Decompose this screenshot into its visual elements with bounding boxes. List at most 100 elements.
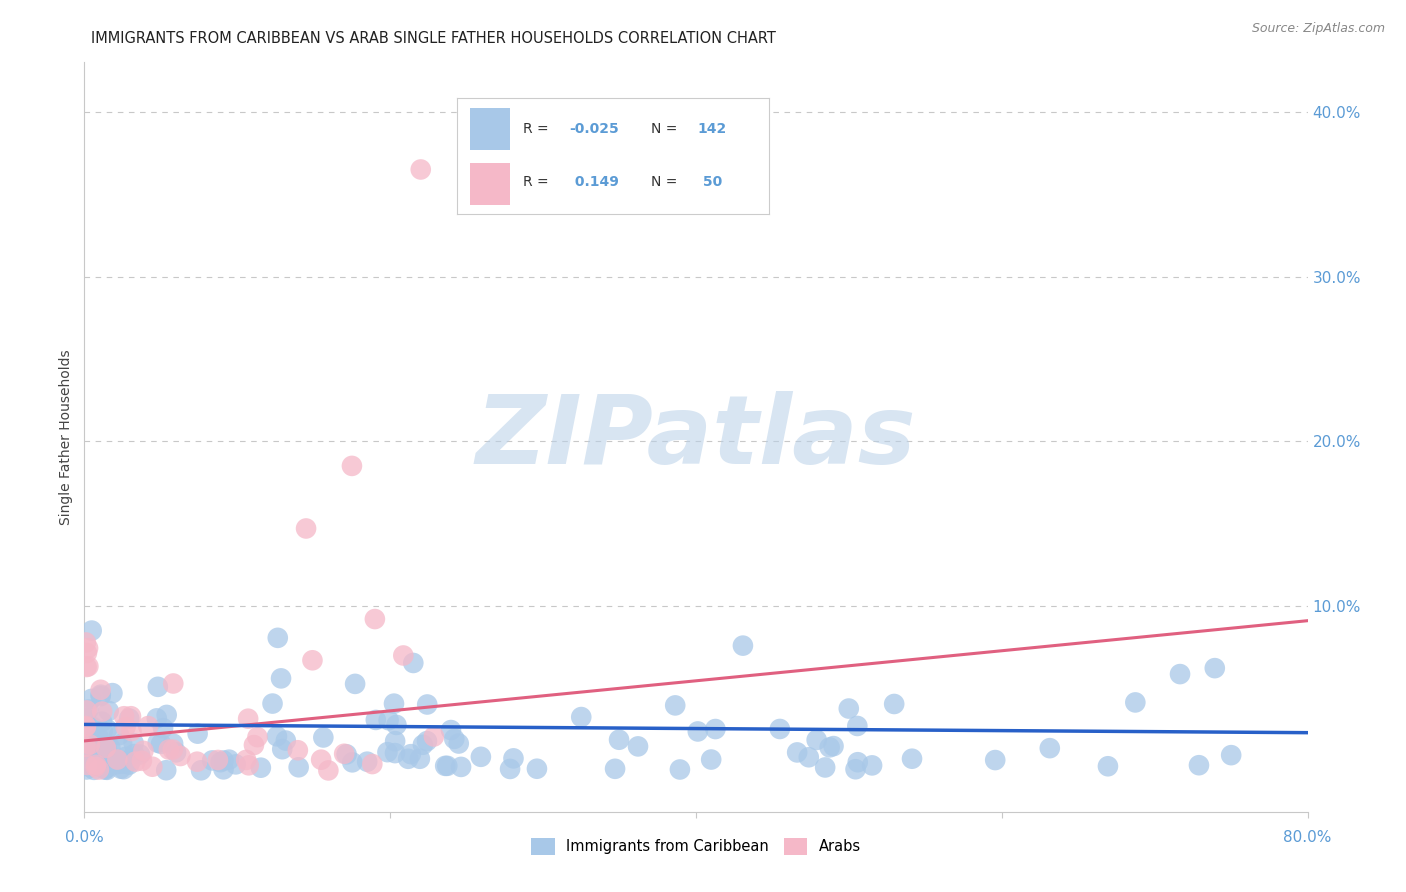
Point (846, 756, 869, 770)
Point (82, 720, 104, 734)
Point (190, 764, 212, 778)
Point (447, 737, 470, 751)
Point (104, 754, 127, 768)
Point (165, 745, 187, 759)
Point (212, 754, 235, 768)
Point (157, 742, 180, 756)
Point (79, 738, 101, 752)
Point (1168, 667, 1191, 681)
Point (384, 734, 406, 748)
Point (93, 760, 115, 774)
Point (132, 744, 155, 758)
Point (384, 746, 406, 760)
Point (77, 702, 100, 716)
Point (87, 731, 110, 745)
Point (101, 686, 124, 700)
Text: Source: ZipAtlas.com: Source: ZipAtlas.com (1251, 22, 1385, 36)
Point (806, 733, 828, 747)
Point (295, 521, 318, 535)
Point (75, 711, 97, 725)
Point (98, 740, 121, 755)
Point (312, 731, 335, 745)
Point (844, 762, 866, 776)
Text: IMMIGRANTS FROM CARIBBEAN VS ARAB SINGLE FATHER HOUSEHOLDS CORRELATION CHART: IMMIGRANTS FROM CARIBBEAN VS ARAB SINGLE… (91, 31, 776, 46)
Point (846, 719, 869, 733)
Point (704, 722, 727, 736)
Point (76, 703, 98, 717)
Point (443, 731, 465, 746)
Point (786, 746, 808, 760)
Point (79, 760, 101, 774)
Point (83, 737, 105, 751)
Point (84, 760, 107, 774)
Point (75, 635, 97, 649)
Point (96, 763, 118, 777)
Point (76, 763, 98, 777)
Point (90, 689, 112, 703)
Point (94, 763, 117, 777)
Point (76, 732, 98, 747)
Point (207, 753, 229, 767)
Point (309, 753, 332, 767)
Point (105, 757, 128, 772)
Point (1123, 695, 1146, 709)
Point (75, 749, 97, 764)
Point (814, 760, 837, 774)
Point (664, 698, 686, 713)
Point (118, 711, 141, 725)
Point (187, 726, 209, 740)
Point (267, 631, 290, 645)
Point (131, 754, 153, 768)
Point (377, 713, 399, 727)
Point (416, 734, 439, 748)
Point (91, 756, 114, 770)
Point (150, 737, 173, 751)
Point (107, 754, 129, 768)
Point (169, 749, 191, 764)
Point (90, 756, 112, 770)
Point (686, 724, 709, 739)
Point (111, 737, 134, 751)
Point (186, 755, 208, 769)
Text: 80.0%: 80.0% (1284, 830, 1331, 846)
Point (731, 639, 754, 653)
Point (90, 688, 112, 702)
Point (91, 705, 114, 719)
Point (124, 755, 146, 769)
Point (502, 751, 524, 765)
Point (91, 749, 114, 764)
Point (344, 677, 367, 691)
Point (860, 758, 883, 772)
Point (823, 739, 845, 753)
Point (901, 752, 924, 766)
Point (440, 723, 463, 737)
Text: 0.0%: 0.0% (65, 830, 104, 846)
Point (340, 458, 363, 473)
Point (607, 732, 630, 747)
Point (141, 760, 163, 774)
Point (77, 659, 100, 673)
Point (396, 752, 419, 766)
Point (162, 737, 184, 751)
Point (382, 697, 405, 711)
Point (146, 680, 169, 694)
Point (499, 762, 522, 776)
Point (287, 760, 309, 774)
Point (83, 763, 105, 777)
Point (271, 742, 294, 756)
Point (225, 757, 247, 772)
Point (700, 752, 723, 766)
Point (797, 750, 820, 764)
Point (274, 733, 297, 747)
Point (112, 756, 135, 771)
Point (84, 741, 107, 756)
Point (209, 755, 232, 769)
Point (218, 753, 240, 767)
Point (212, 763, 235, 777)
Point (94, 740, 117, 755)
Point (669, 763, 692, 777)
Point (409, 752, 432, 766)
Point (80, 624, 103, 638)
Point (434, 759, 457, 773)
Point (318, 764, 340, 778)
